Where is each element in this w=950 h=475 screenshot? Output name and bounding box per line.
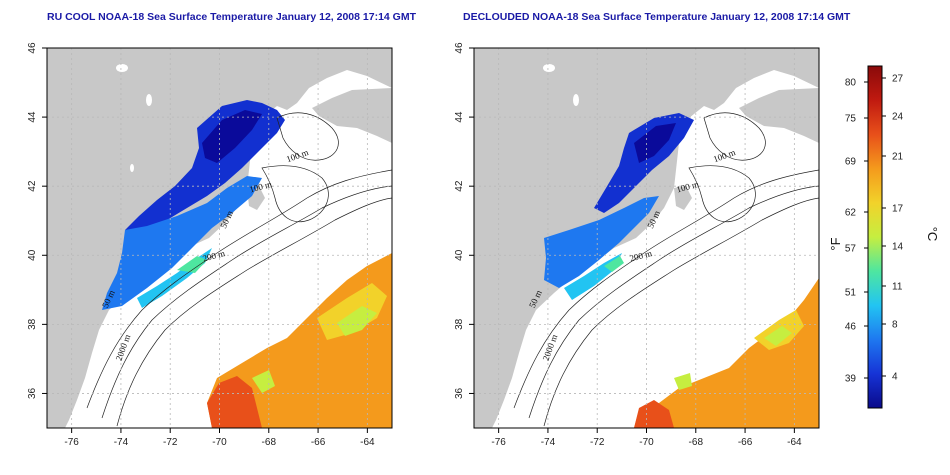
fahrenheit-tick-label: 69 bbox=[845, 157, 857, 168]
lat-tick-label: 42 bbox=[27, 180, 38, 192]
lon-tick-label: -72 bbox=[590, 437, 605, 448]
fahrenheit-tick-label: 62 bbox=[845, 208, 857, 219]
land-nova-scotia bbox=[312, 88, 392, 143]
lat-tick-label: 44 bbox=[27, 111, 38, 123]
land-mass bbox=[47, 48, 392, 428]
lon-tick-label: -64 bbox=[787, 437, 802, 448]
contour-label: 200 m bbox=[629, 248, 654, 264]
celsius-tick-label: 14 bbox=[892, 242, 904, 253]
lon-tick-label: -66 bbox=[311, 437, 326, 448]
graticule bbox=[474, 48, 819, 428]
lat-tick-label: 40 bbox=[27, 249, 38, 261]
lon-tick-label: -68 bbox=[689, 437, 704, 448]
lon-tick-label: -68 bbox=[262, 437, 277, 448]
contour-label: 2000 m bbox=[114, 333, 133, 362]
celsius-tick-label: 17 bbox=[892, 204, 904, 215]
lon-tick-label: -70 bbox=[212, 437, 227, 448]
contour-label: 100 m bbox=[712, 147, 737, 164]
lon-tick-label: -66 bbox=[738, 437, 753, 448]
lat-tick-label: 40 bbox=[454, 249, 465, 261]
lon-tick-label: -72 bbox=[163, 437, 178, 448]
celsius-tick-label: 24 bbox=[892, 112, 904, 123]
lat-tick-label: 38 bbox=[27, 318, 38, 330]
graticule bbox=[47, 48, 392, 428]
colorbar-ticks: 80 75 69 62 57 51 46 39 27 24 21 17 14 11 8 4 bbox=[845, 74, 904, 385]
lon-tick-label: -64 bbox=[360, 437, 375, 448]
fahrenheit-tick-label: 51 bbox=[845, 288, 857, 299]
celsius-tick-label: 11 bbox=[892, 282, 903, 293]
celsius-tick-label: 4 bbox=[892, 372, 898, 383]
map-panel-left bbox=[47, 48, 392, 428]
celsius-tick-label: 21 bbox=[892, 152, 904, 163]
celsius-tick-label: 27 bbox=[892, 74, 904, 85]
map-panel-right bbox=[474, 48, 819, 428]
contour-label: 2000 m bbox=[541, 333, 560, 362]
map-title-left: RU COOL NOAA-18 Sea Surface Temperature … bbox=[47, 11, 417, 23]
celsius-tick-label: 8 bbox=[892, 320, 898, 331]
sst-warm-water bbox=[207, 253, 392, 428]
map-title-right: DECLOUDED NOAA-18 Sea Surface Temperatur… bbox=[463, 11, 851, 23]
axis-ticks-right: -76 -74 -72 -70 -68 -66 -64 36 38 40 42 44 46 bbox=[454, 42, 802, 448]
lon-tick-label: -76 bbox=[64, 437, 79, 448]
lat-tick-label: 36 bbox=[27, 387, 38, 399]
fahrenheit-tick-label: 57 bbox=[845, 244, 857, 255]
lat-tick-label: 38 bbox=[454, 318, 465, 330]
lat-tick-label: 42 bbox=[454, 180, 465, 192]
colorbar bbox=[867, 65, 883, 409]
contour-label: 200 m bbox=[202, 248, 227, 264]
fahrenheit-tick-label: 46 bbox=[845, 322, 857, 333]
fahrenheit-tick-label: 39 bbox=[845, 374, 857, 385]
lon-tick-label: -70 bbox=[639, 437, 654, 448]
lat-tick-label: 36 bbox=[454, 387, 465, 399]
lat-tick-label: 46 bbox=[454, 42, 465, 54]
land-nova-scotia bbox=[739, 88, 819, 143]
lon-tick-label: -74 bbox=[114, 437, 129, 448]
bathymetry-contours bbox=[86, 112, 392, 427]
lon-tick-label: -76 bbox=[491, 437, 506, 448]
lon-tick-label: -74 bbox=[541, 437, 556, 448]
fahrenheit-tick-label: 80 bbox=[845, 78, 857, 89]
axis-ticks-left: -76 -74 -72 -70 -68 -66 -64 36 38 40 42 44 46 bbox=[27, 42, 375, 448]
fahrenheit-tick-label: 75 bbox=[845, 114, 857, 125]
sst-cool-water bbox=[544, 196, 659, 288]
sst-warm-water bbox=[634, 278, 819, 428]
land-mass bbox=[474, 48, 819, 428]
lat-tick-label: 44 bbox=[454, 111, 465, 123]
celsius-axis-label: °C bbox=[925, 227, 940, 242]
bathymetry-contours bbox=[513, 112, 819, 427]
contour-label: 100 m bbox=[285, 147, 310, 164]
fahrenheit-axis-label: °F bbox=[828, 237, 843, 250]
lat-tick-label: 46 bbox=[27, 42, 38, 54]
sst-cool-water bbox=[102, 176, 262, 310]
